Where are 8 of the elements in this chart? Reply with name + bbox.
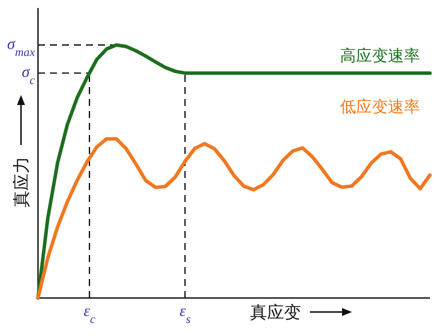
text: 低应变速率 xyxy=(340,96,420,116)
text: σ$_{c}$ xyxy=(22,64,36,88)
series-label: 高应变速率 xyxy=(340,46,420,66)
text: ε$_{c}$ xyxy=(84,303,96,326)
text: ε$_{s}$ xyxy=(180,303,191,326)
y-axis-title: 真应力 xyxy=(12,156,32,208)
text: σ$_{max}$ xyxy=(7,36,36,59)
x-axis-title: 真应变 xyxy=(250,303,301,323)
